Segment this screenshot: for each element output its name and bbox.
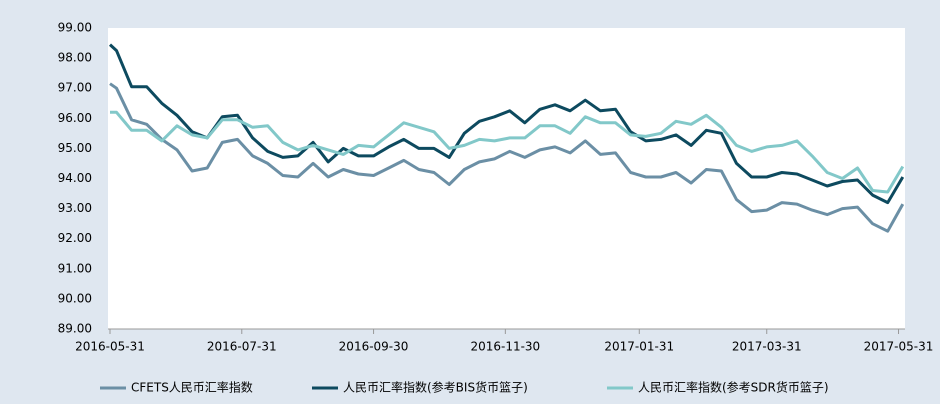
y-tick-label: 98.00 xyxy=(58,51,92,65)
legend-label: CFETS人民币汇率指数 xyxy=(131,380,253,395)
series-line xyxy=(108,43,905,205)
x-tick-label: 2016-07-31 xyxy=(207,340,277,354)
x-tick-label: 2017-01-31 xyxy=(604,340,674,354)
y-tick-label: 95.00 xyxy=(58,141,92,155)
y-tick-label: 97.00 xyxy=(58,81,92,95)
y-tick-label: 92.00 xyxy=(58,231,92,245)
x-tick-label: 2017-05-31 xyxy=(864,340,934,354)
y-tick-label: 93.00 xyxy=(58,201,92,215)
y-tick-label: 89.00 xyxy=(58,322,92,336)
y-tick-label: 90.00 xyxy=(58,291,92,305)
x-tick-label: 2016-11-30 xyxy=(470,340,540,354)
y-tick-label: 94.00 xyxy=(58,171,92,185)
series-line xyxy=(110,110,905,194)
x-tick-label: 2016-05-31 xyxy=(75,340,145,354)
plot-area xyxy=(108,28,905,329)
y-tick-label: 99.00 xyxy=(58,21,92,35)
x-tick-label: 2016-09-30 xyxy=(339,340,409,354)
series-line xyxy=(109,82,905,233)
y-tick-label: 91.00 xyxy=(58,261,92,275)
y-tick-label: 96.00 xyxy=(58,111,92,125)
x-tick-label: 2017-03-31 xyxy=(732,340,802,354)
legend-label: 人民币汇率指数(参考BIS货币篮子) xyxy=(343,380,528,395)
legend-label: 人民币汇率指数(参考SDR货币篮子) xyxy=(638,380,829,395)
